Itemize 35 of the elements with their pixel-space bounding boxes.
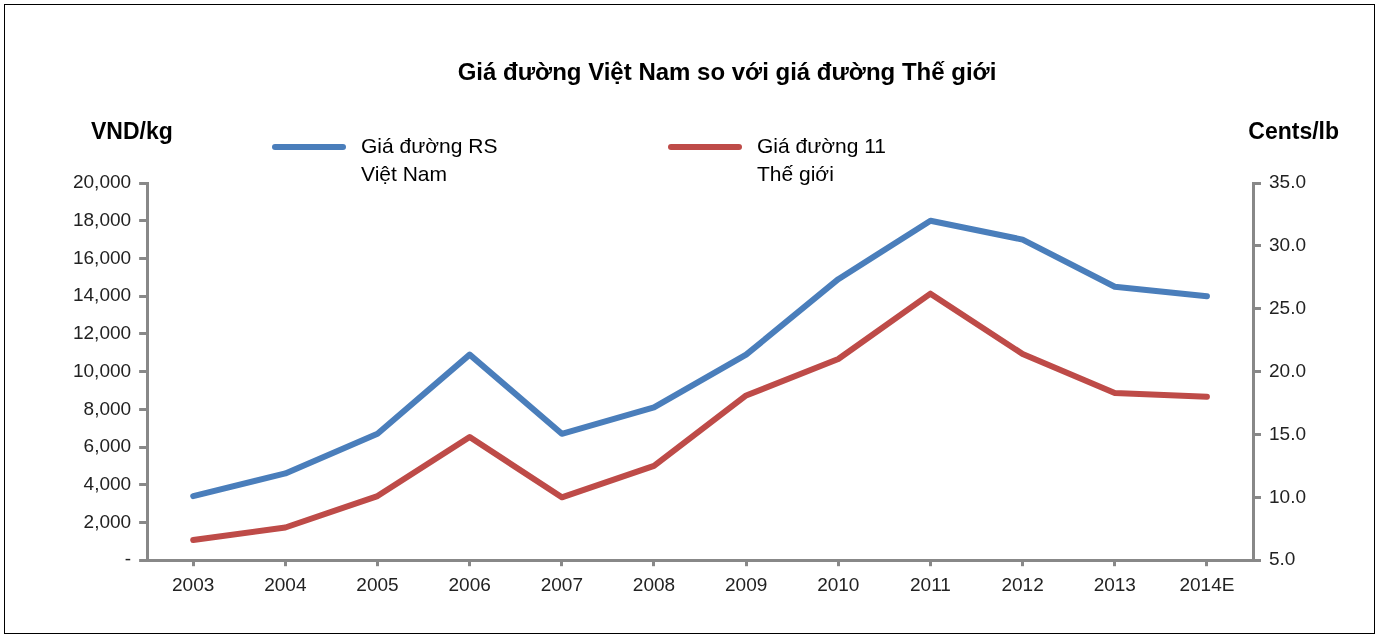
legend-label: Giá đường 11 Thế giới (757, 133, 887, 185)
y2-tick-label: 30.0 (1269, 234, 1306, 256)
chart-title: Giá đường Việt Nam so với giá đường Thế giới (457, 57, 997, 85)
y-tick-label: 8,000 (83, 397, 132, 419)
y-tick-label: 14,000 (72, 284, 132, 306)
y2-tick-label: 25.0 (1269, 296, 1306, 318)
x-tick-label: 2004 (264, 573, 307, 595)
y2-tick-label: 15.0 (1269, 422, 1306, 444)
x-tick-label: 2011 (910, 573, 951, 595)
x-tick-label: 2009 (725, 573, 768, 595)
y2-tick-label: 10.0 (1269, 485, 1306, 507)
x-tick-label: 2013 (1093, 573, 1136, 595)
legend-label: Giá đường RS Việt Nam (361, 133, 498, 185)
x-tick-label: 2006 (448, 573, 491, 595)
x-tick-label: 2003 (172, 573, 215, 595)
x-tick-label: 2007 (540, 573, 583, 595)
y-tick-label: 16,000 (72, 246, 132, 268)
x-tick-label: 2008 (632, 573, 676, 595)
y-tick-label: - (124, 548, 132, 570)
x-tick-label: 2010 (817, 573, 860, 595)
y-axis-title: VND/kg (91, 118, 173, 145)
y2-tick-label: 20.0 (1269, 359, 1306, 381)
y-tick-label: 10,000 (72, 359, 132, 381)
x-tick-label: 2012 (1001, 573, 1044, 595)
y-tick-label: 4,000 (83, 472, 132, 494)
y2-tick-label: 5.0 (1269, 548, 1296, 570)
x-tick-label: 2005 (356, 573, 399, 595)
y-tick-label: 18,000 (72, 208, 132, 230)
x-tick-label: 2014E (1179, 573, 1235, 595)
y-tick-label: 12,000 (72, 322, 132, 344)
y2-axis-title: Cents/lb (1248, 118, 1339, 145)
y-tick-label: 20,000 (72, 171, 132, 193)
y-tick-label: 6,000 (83, 435, 132, 457)
y2-tick-label: 35.0 (1269, 171, 1306, 193)
y-tick-label: 2,000 (83, 510, 132, 532)
